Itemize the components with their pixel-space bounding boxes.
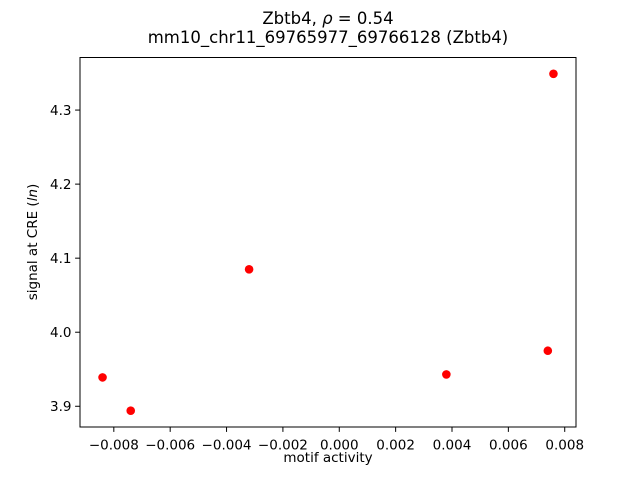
y-axis-label: signal at CRE (ln) bbox=[25, 184, 41, 301]
y-axis-label-close: ) bbox=[25, 183, 41, 189]
data-point bbox=[543, 346, 553, 356]
axes-frame bbox=[79, 57, 577, 428]
title-rho-value: = 0.54 bbox=[332, 9, 394, 28]
chart-title-line1: Zbtb4, ρ = 0.54 bbox=[80, 9, 576, 29]
x-axis-label: motif activity bbox=[283, 450, 373, 466]
chart-title: Zbtb4, ρ = 0.54 mm10_chr11_69765977_6976… bbox=[80, 9, 576, 47]
x-tick-label: 0.006 bbox=[489, 438, 528, 454]
y-tick-label: 4.1 bbox=[50, 251, 71, 267]
x-tick-label: 0.002 bbox=[376, 438, 415, 454]
x-tick-label: −0.008 bbox=[89, 438, 139, 454]
chart-title-line2: mm10_chr11_69765977_69766128 (Zbtb4) bbox=[147, 27, 509, 47]
x-tick-label: −0.004 bbox=[202, 438, 252, 454]
data-point bbox=[442, 370, 451, 379]
x-tick-label: 0.000 bbox=[320, 438, 359, 454]
data-point bbox=[98, 373, 107, 382]
x-tick-label: −0.006 bbox=[145, 438, 195, 454]
x-tick-label: 0.004 bbox=[433, 438, 472, 454]
title-rho-symbol: ρ bbox=[322, 9, 333, 28]
y-axis-label-ln: ln bbox=[25, 188, 41, 202]
x-tick-label: 0.008 bbox=[545, 438, 584, 454]
y-tick-label: 4.0 bbox=[50, 325, 71, 341]
title-gene-label: Zbtb4, bbox=[262, 9, 323, 28]
x-tick-label: −0.002 bbox=[258, 438, 308, 454]
data-point bbox=[549, 69, 558, 79]
data-point bbox=[126, 406, 136, 416]
data-point bbox=[244, 264, 254, 274]
y-tick-label: 4.2 bbox=[50, 177, 71, 193]
y-tick-label: 3.9 bbox=[50, 399, 71, 415]
y-axis-label-text: signal at CRE ( bbox=[25, 201, 41, 301]
y-tick-label: 4.3 bbox=[50, 103, 71, 119]
